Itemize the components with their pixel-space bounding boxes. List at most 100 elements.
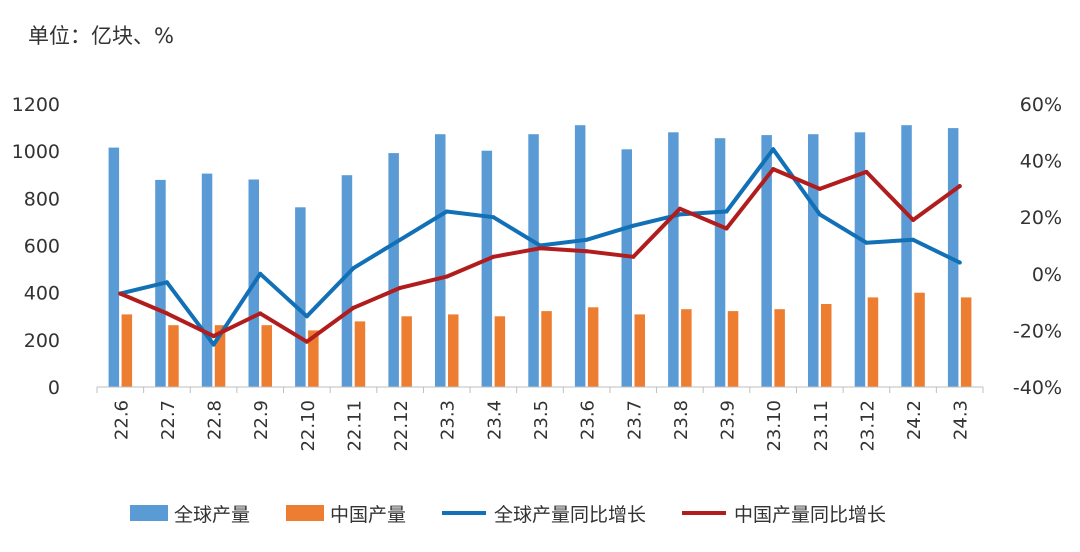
bar-global-output-23.3 — [435, 134, 446, 387]
x-tick-label-23.11: 23.11 — [811, 400, 832, 452]
legend-swatch-china-output — [286, 505, 325, 521]
y-left-tick-label: 200 — [24, 330, 60, 352]
bar-global-output-23.10 — [761, 135, 772, 387]
bar-global-output-22.12 — [388, 153, 399, 387]
point-china-yoy-22.11 — [351, 305, 356, 310]
legend-label-global-yoy: 全球产量同比增长 — [494, 503, 647, 526]
y-left-tick-label: 800 — [24, 188, 60, 210]
point-china-yoy-23.9 — [724, 226, 729, 231]
bar-global-output-23.11 — [808, 134, 819, 387]
bar-china-output-23.8 — [681, 309, 692, 387]
point-china-yoy-22.7 — [164, 311, 169, 316]
point-china-yoy-22.8 — [211, 334, 216, 339]
x-tick-label-22.8: 22.8 — [205, 400, 226, 440]
legend-swatch-global-output — [130, 505, 168, 521]
legend: 全球产量 中国产量 全球产量同比增长 中国产量同比增长 — [130, 496, 922, 530]
bar-global-output-23.4 — [481, 150, 493, 387]
x-tick-label-23.7: 23.7 — [624, 400, 645, 440]
y-left-tick-label: 0 — [48, 377, 60, 399]
bar-china-output-23.10 — [774, 309, 785, 387]
bar-global-output-23.12 — [854, 132, 866, 387]
x-tick-label-23.3: 23.3 — [438, 400, 459, 440]
point-global-yoy-23.10 — [771, 147, 776, 152]
bar-china-output-24.3 — [960, 297, 972, 387]
bar-china-output-23.11 — [821, 304, 832, 387]
point-china-yoy-24.2 — [911, 218, 916, 222]
x-tick-label-24.2: 24.2 — [904, 400, 925, 440]
x-tick-label-22.10: 22.10 — [298, 400, 319, 452]
y-right-tick-label: 20% — [1020, 207, 1062, 229]
point-global-yoy-23.12 — [864, 240, 869, 245]
bar-china-output-22.6 — [121, 314, 133, 387]
point-global-yoy-22.12 — [398, 237, 403, 242]
point-china-yoy-23.5 — [538, 246, 542, 251]
point-china-yoy-23.8 — [677, 206, 682, 211]
y-right-tick-label: 40% — [1020, 151, 1062, 173]
y-right-tick-label: -20% — [1013, 320, 1062, 342]
bar-global-output-24.2 — [901, 125, 912, 387]
point-china-yoy-23.7 — [631, 254, 636, 259]
x-tick-label-23.9: 23.9 — [718, 400, 739, 440]
bar-china-output-22.9 — [261, 325, 272, 387]
point-global-yoy-23.7 — [631, 223, 636, 228]
x-tick-label-23.4: 23.4 — [484, 400, 505, 440]
x-tick-label-23.10: 23.10 — [764, 400, 785, 452]
bar-china-output-23.4 — [494, 316, 506, 388]
point-china-yoy-23.6 — [584, 249, 589, 254]
x-tick-label-23.8: 23.8 — [671, 400, 692, 440]
legend-swatch-china-yoy — [682, 511, 727, 515]
point-global-yoy-22.7 — [164, 280, 169, 285]
point-china-yoy-23.3 — [444, 274, 449, 279]
point-china-yoy-23.4 — [491, 254, 496, 259]
point-china-yoy-22.6 — [118, 291, 123, 296]
x-tick-label-23.5: 23.5 — [531, 400, 552, 440]
point-china-yoy-23.11 — [817, 186, 822, 191]
bar-china-output-23.9 — [727, 311, 739, 387]
y-left-tick-label: 400 — [24, 283, 60, 305]
bar-china-output-23.5 — [541, 311, 552, 387]
point-china-yoy-22.12 — [398, 285, 403, 290]
bar-china-output-23.7 — [634, 314, 645, 387]
legend-swatch-global-yoy — [442, 511, 487, 515]
x-tick-label-24.3: 24.3 — [951, 400, 972, 440]
point-global-yoy-23.6 — [584, 237, 589, 242]
point-global-yoy-22.8 — [211, 342, 216, 347]
bar-china-output-22.7 — [168, 325, 179, 387]
point-global-yoy-24.3 — [957, 260, 962, 265]
bar-global-output-23.5 — [528, 134, 539, 387]
x-tick-label-22.9: 22.9 — [251, 400, 272, 440]
bar-global-output-22.8 — [201, 173, 213, 387]
legend-label-global-output: 全球产量 — [174, 503, 251, 526]
bar-china-output-23.12 — [867, 297, 879, 387]
bar-global-output-23.8 — [668, 132, 679, 387]
bar-china-output-22.11 — [354, 321, 366, 387]
bar-china-output-22.10 — [308, 330, 319, 387]
x-tick-label-22.6: 22.6 — [111, 400, 132, 440]
bar-global-output-23.6 — [574, 125, 586, 387]
line-china-yoy — [118, 167, 962, 344]
y-left-tick-label: 1000 — [12, 141, 60, 163]
unit-label: 单位：亿块、% — [28, 24, 174, 48]
bar-global-output-22.11 — [341, 175, 353, 387]
y-right-tick-label: 60% — [1020, 94, 1062, 116]
point-global-yoy-23.4 — [491, 215, 496, 220]
legend-item-china-yoy: 中国产量同比增长 — [682, 500, 886, 527]
legend-item-global-yoy: 全球产量同比增长 — [442, 500, 646, 527]
axes-layer — [96, 386, 984, 393]
bar-global-output-23.7 — [621, 149, 632, 387]
x-tick-label-22.12: 22.12 — [391, 400, 412, 452]
legend-item-china-output: 中国产量 — [286, 500, 406, 527]
bar-china-output-22.12 — [401, 316, 412, 388]
point-china-yoy-22.10 — [304, 339, 309, 344]
legend-label-china-output: 中国产量 — [330, 503, 407, 526]
y-left-tick-label: 1200 — [12, 94, 60, 116]
point-china-yoy-23.10 — [771, 167, 776, 172]
point-china-yoy-22.9 — [258, 311, 263, 316]
x-tick-label-23.12: 23.12 — [857, 400, 878, 452]
point-china-yoy-24.3 — [957, 184, 962, 189]
bar-global-output-22.6 — [108, 147, 120, 387]
point-global-yoy-23.3 — [444, 209, 449, 214]
bar-china-output-22.8 — [214, 325, 226, 387]
bar-china-output-23.3 — [448, 314, 459, 387]
